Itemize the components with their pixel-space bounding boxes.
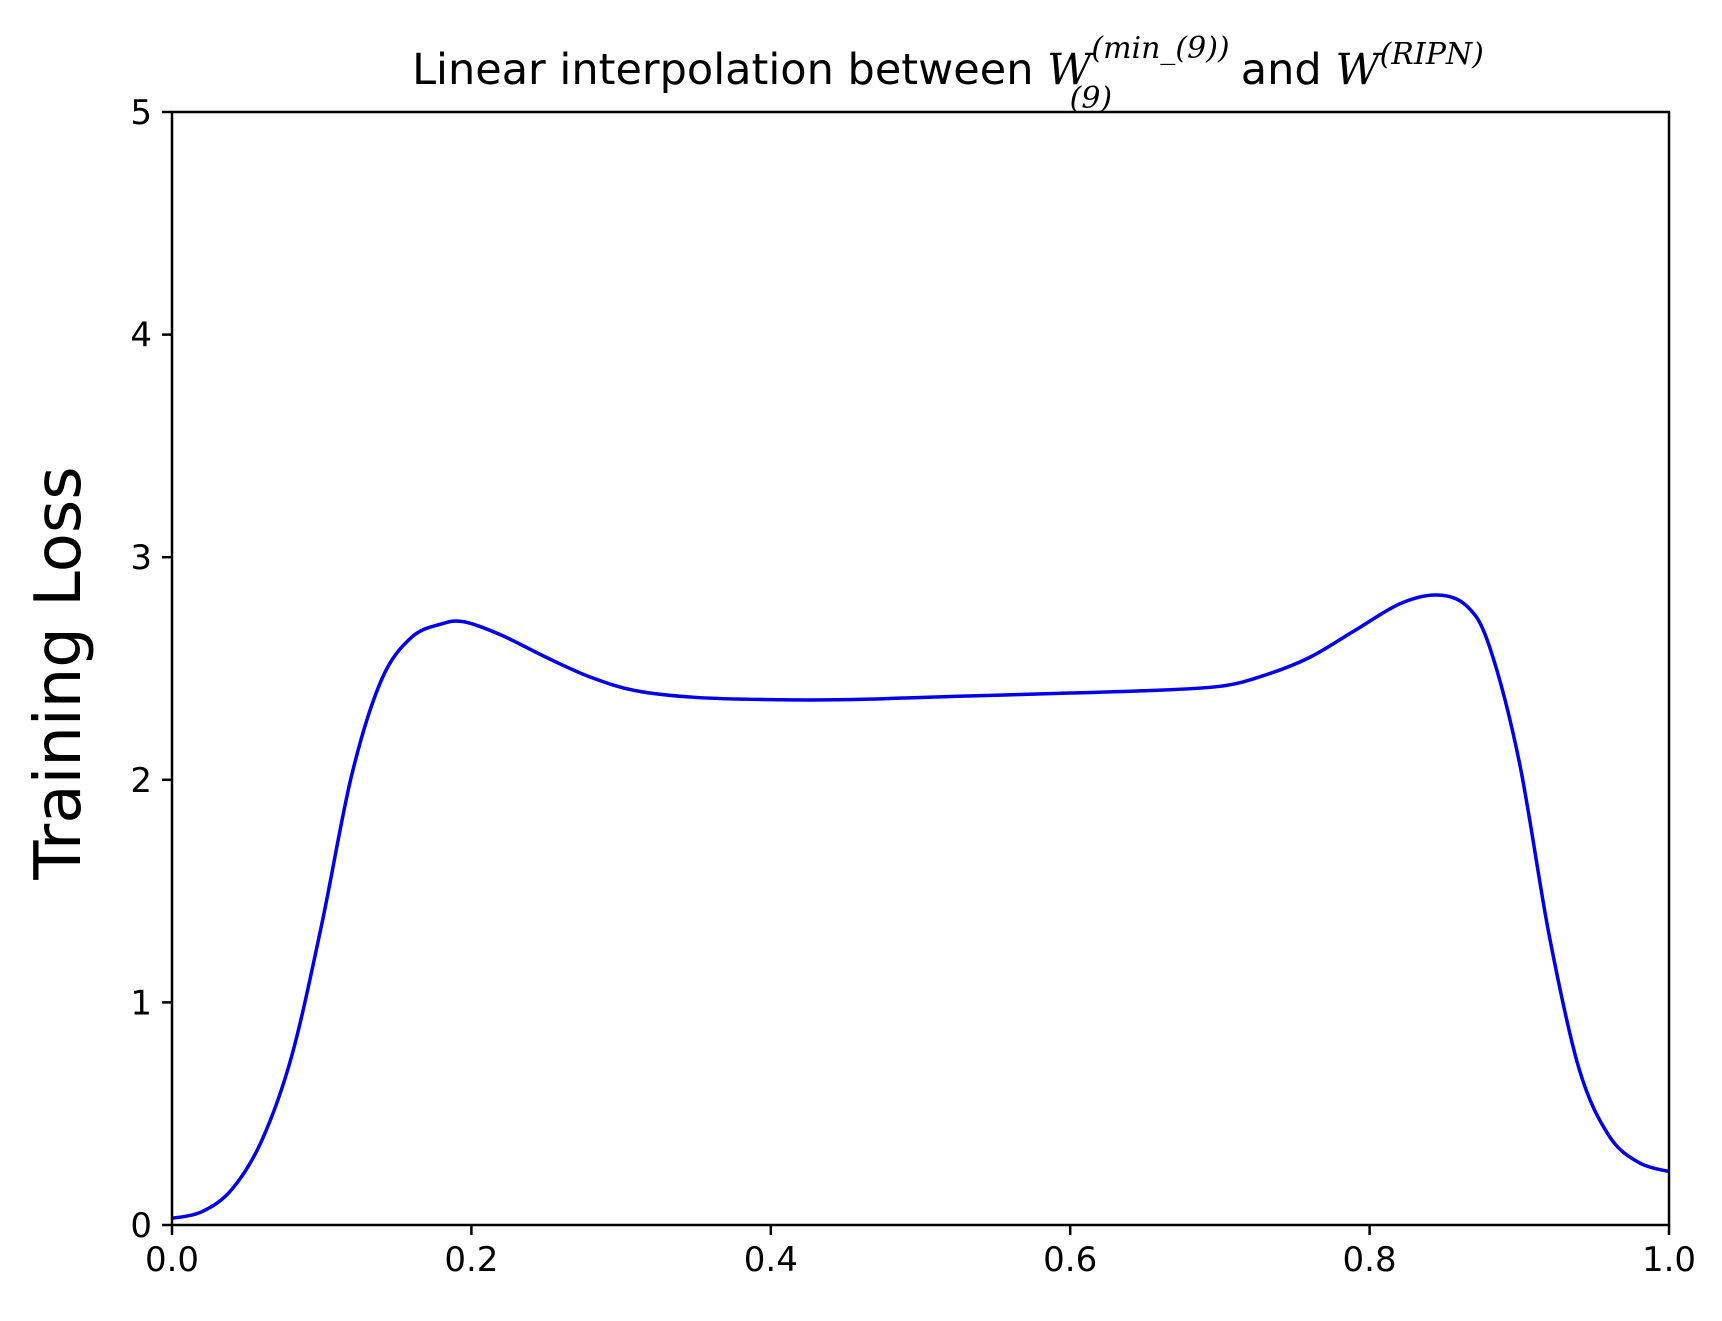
title-w1: W — [1047, 45, 1095, 95]
y-tick-label: 2 — [130, 761, 152, 801]
x-tick-label: 0.2 — [444, 1240, 498, 1280]
title-w2-superscript: (RIPN) — [1380, 37, 1484, 72]
tick-marks — [162, 110, 1671, 1235]
y-tick-labels: 0 1 2 3 4 5 — [130, 93, 152, 1246]
x-tick-label: 1.0 — [1642, 1240, 1696, 1280]
title-prefix: Linear interpolation between — [412, 45, 1047, 95]
y-tick-label: 0 — [130, 1206, 152, 1246]
y-tick-label: 5 — [130, 93, 152, 133]
title-middle: and — [1227, 45, 1335, 95]
y-tick-label: 1 — [130, 983, 152, 1023]
y-tick-label: 4 — [130, 316, 152, 356]
plot-frame — [170, 110, 1671, 1227]
y-axis-label: Training Loss — [22, 466, 96, 880]
y-tick-label: 3 — [130, 538, 152, 578]
plot-series — [171, 593, 1670, 1221]
x-tick-label: 0.0 — [145, 1240, 199, 1280]
x-tick-label: 0.4 — [744, 1240, 798, 1280]
series-line-0 — [171, 593, 1670, 1221]
x-tick-labels: 0.0 0.2 0.4 0.6 0.8 1.0 — [145, 1240, 1696, 1280]
x-tick-label: 0.6 — [1043, 1240, 1097, 1280]
title-w2: W — [1335, 45, 1383, 95]
chart-title: Linear interpolation between W(min_(9))(… — [412, 31, 1484, 116]
x-tick-label: 0.8 — [1343, 1240, 1397, 1280]
title-w1-superscript: (min_(9)) — [1091, 31, 1229, 66]
title-w1-subscript: (9) — [1070, 81, 1113, 116]
